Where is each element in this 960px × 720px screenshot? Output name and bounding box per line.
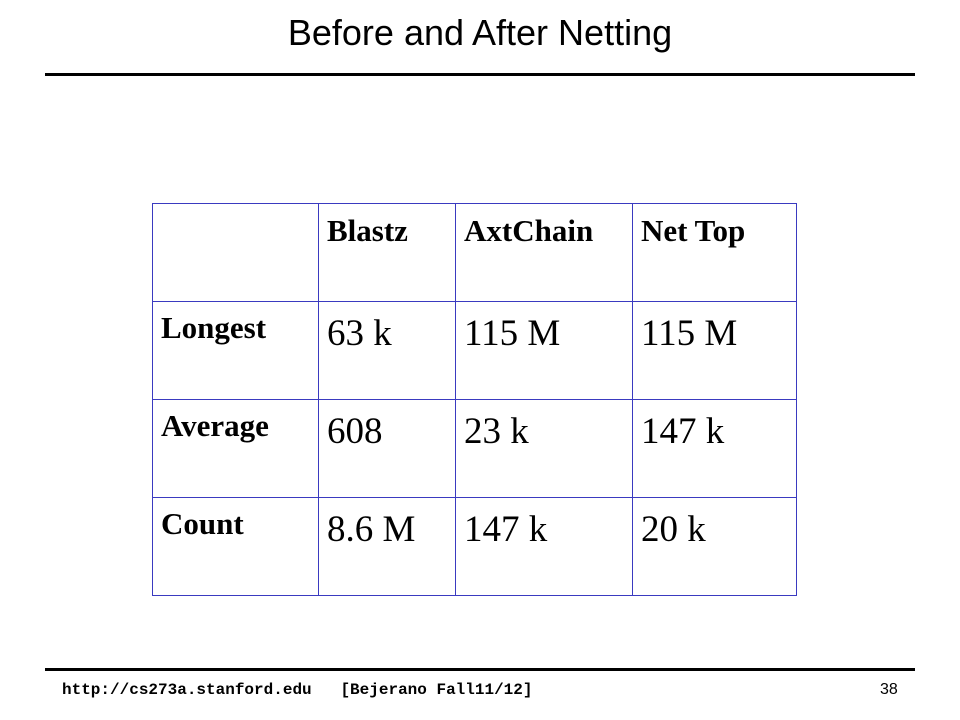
footer-course: [Bejerano Fall11/12]	[340, 681, 533, 699]
page-number: 38	[880, 681, 898, 698]
row-label: Count	[152, 497, 319, 596]
footer-source: http://cs273a.stanford.edu [Bejerano Fal…	[62, 681, 532, 699]
header-row: Blastz AxtChain Net Top	[152, 203, 797, 302]
cell: 608	[318, 399, 456, 498]
table-row: Average 608 23 k 147 k	[152, 399, 797, 498]
cell: 147 k	[632, 399, 797, 498]
cell: 115 M	[455, 301, 633, 400]
column-header: Blastz	[318, 203, 456, 302]
table-row: Longest 63 k 115 M 115 M	[152, 301, 797, 400]
cell: 115 M	[632, 301, 797, 400]
slide-title: Before and After Netting	[287, 12, 673, 53]
cell: 8.6 M	[318, 497, 456, 596]
cell: 23 k	[455, 399, 633, 498]
footer-url: http://cs273a.stanford.edu	[62, 681, 312, 699]
stats-table: Blastz AxtChain Net Top Longest 63 k 115…	[152, 203, 797, 596]
title-rule	[45, 73, 915, 76]
cell: 20 k	[632, 497, 797, 596]
corner-cell	[152, 203, 319, 302]
column-header: AxtChain	[455, 203, 633, 302]
column-header: Net Top	[632, 203, 797, 302]
cell: 147 k	[455, 497, 633, 596]
cell: 63 k	[318, 301, 456, 400]
table-row: Count 8.6 M 147 k 20 k	[152, 497, 797, 596]
row-label: Average	[152, 399, 319, 498]
footer-rule	[45, 668, 915, 671]
row-label: Longest	[152, 301, 319, 400]
